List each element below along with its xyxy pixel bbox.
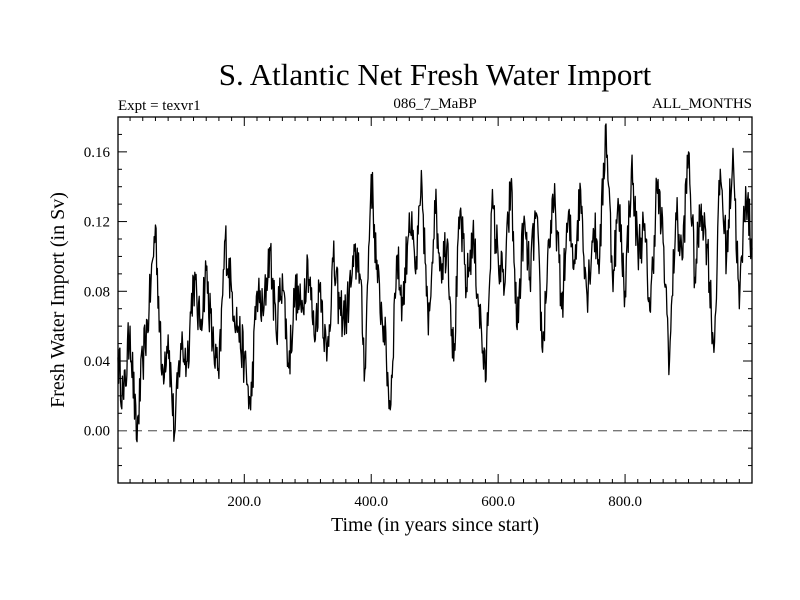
y-tick-label: 0.00: [84, 424, 110, 440]
y-tick-label: 0.12: [84, 215, 110, 231]
series-line: [117, 123, 753, 443]
x-tick-label: 800.0: [608, 494, 642, 510]
tick-labels: 200.0 400.0 600.0 800.0 0.00 0.04 0.08 0.12 0.16: [84, 145, 642, 510]
subtitle-expt: Expt = texvr1: [118, 98, 201, 114]
y-tick-label: 0.04: [84, 354, 111, 370]
chart-title: S. Atlantic Net Fresh Water Import: [219, 57, 652, 92]
x-axis-label: Time (in years since start): [331, 514, 539, 536]
y-tick-label: 0.08: [84, 284, 110, 300]
x-tick-label: 600.0: [481, 494, 515, 510]
x-tick-label: 400.0: [354, 494, 388, 510]
subtitle-run: 086_7_MaBP: [393, 96, 476, 112]
y-axis-label: Fresh Water Import (in Sv): [47, 192, 69, 408]
plot-frame: [117, 116, 753, 484]
axis-ticks: [118, 117, 752, 484]
y-tick-label: 0.16: [84, 145, 111, 161]
x-tick-label: 200.0: [227, 494, 261, 510]
subtitle-months: ALL_MONTHS: [652, 96, 752, 112]
series-layer: [117, 123, 753, 443]
